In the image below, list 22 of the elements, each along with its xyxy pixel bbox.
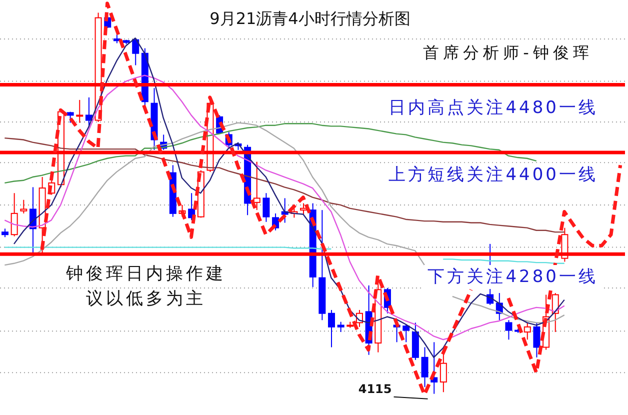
candlestick: [132, 38, 140, 66]
ref-line-label: 日内高点关注4480一线: [388, 98, 598, 118]
candlestick: [533, 322, 540, 358]
candlestick: [402, 324, 410, 343]
annotation: 4115: [358, 382, 392, 396]
ref-line-label: 上方短线关注4400一线: [388, 165, 598, 186]
candlestick: [20, 199, 28, 214]
candlestick: [524, 322, 531, 340]
candlestick: [337, 321, 344, 332]
ref-line-label: 下方关注4280一线: [428, 267, 598, 288]
candlestick: [253, 161, 260, 211]
candlestick: [505, 320, 512, 340]
candlestick: [328, 309, 335, 348]
text: 9月21沥青4小时行情分析图: [210, 9, 410, 28]
candlestick: [421, 346, 428, 388]
candlestick: [76, 99, 84, 124]
text: 首席分析师-钟俊珲: [423, 43, 593, 62]
candlestick: [440, 352, 447, 393]
candlestick: [85, 96, 92, 128]
annotation: 钟俊珲日内操作建议以低多为主: [66, 264, 226, 309]
candlestick: [10, 192, 18, 237]
candlestick: [262, 192, 270, 222]
